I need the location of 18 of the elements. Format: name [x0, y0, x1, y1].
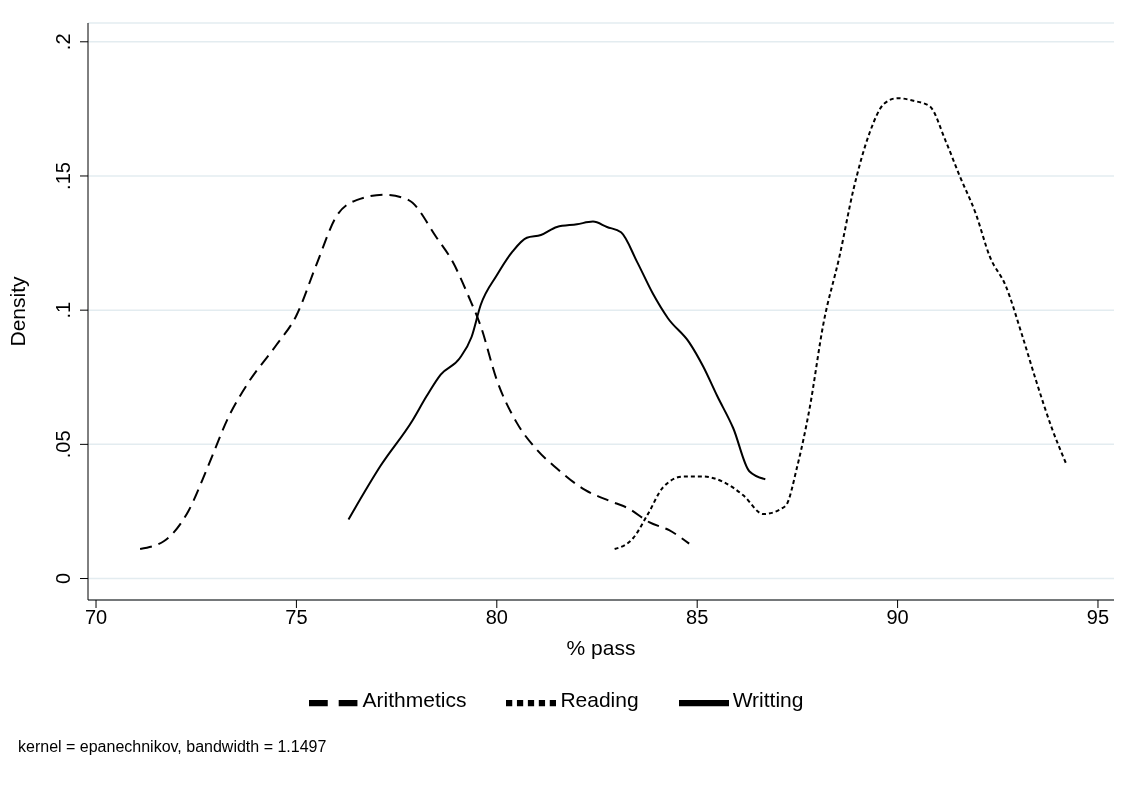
- x-tick-label: 85: [686, 606, 709, 629]
- y-tick-label: .05: [52, 430, 74, 459]
- x-tick-label: 70: [84, 606, 108, 629]
- y-axis-title: Density: [6, 275, 30, 347]
- legend-label: Arithmetics: [362, 688, 467, 712]
- y-tick-label: .2: [52, 33, 74, 51]
- text: kernel = epanechnikov, bandwidth = 1.1497: [18, 738, 328, 756]
- y-tick-label: .1: [52, 301, 74, 319]
- x-tick-label: 95: [1086, 606, 1110, 629]
- legend-label: Writting: [732, 688, 804, 712]
- x-tick-label: 75: [285, 606, 308, 629]
- y-tick-label: .15: [52, 162, 74, 190]
- x-tick-label: 80: [485, 606, 508, 629]
- x-axis-title: % pass: [566, 636, 636, 659]
- x-tick-label: 90: [886, 606, 909, 629]
- line-series: [613, 97, 1067, 551]
- legend-label: Reading: [560, 688, 639, 712]
- y-tick-label: 0: [52, 572, 74, 585]
